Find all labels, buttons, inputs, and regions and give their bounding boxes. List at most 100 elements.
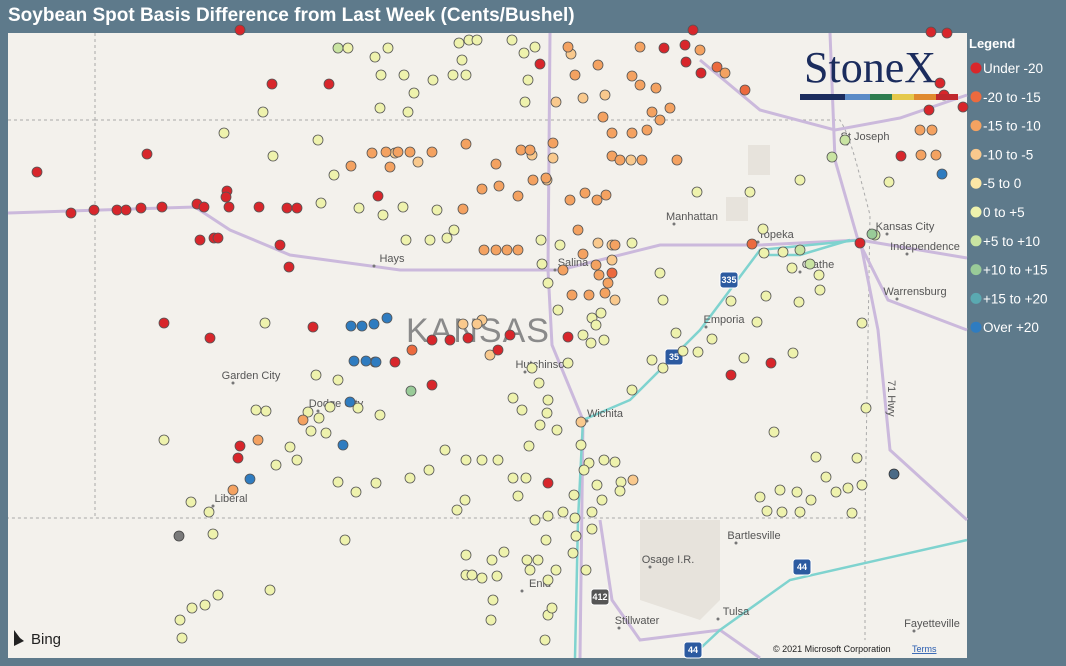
location-dot: [476, 572, 488, 584]
location-dot: [492, 454, 504, 466]
location-dot: [599, 287, 611, 299]
location-dot: [328, 169, 340, 181]
roads: [7, 32, 969, 660]
location-dot: [490, 158, 502, 170]
location-dot: [507, 472, 519, 484]
location-dot: [586, 506, 598, 518]
location-dot: [609, 239, 621, 251]
location-dot: [671, 154, 683, 166]
location-dot: [471, 318, 483, 330]
location-dot: [626, 70, 638, 82]
location-dot: [460, 138, 472, 150]
brand-logo: StoneX: [800, 43, 958, 100]
location-dot: [606, 267, 618, 279]
location-dot: [569, 69, 581, 81]
bing-logo: Bing: [14, 630, 61, 648]
location-dot: [412, 156, 424, 168]
legend: Legend Under -20 -20 to -15 -15 to -10 -10 …: [969, 36, 1048, 335]
location-dot: [253, 201, 265, 213]
road: [7, 205, 968, 272]
terms-link[interactable]: Terms: [912, 644, 937, 654]
location-dot: [562, 357, 574, 369]
attribution-bg: [768, 640, 967, 658]
location-dot: [719, 67, 731, 79]
location-dot: [706, 333, 718, 345]
brand-bar: [892, 94, 914, 100]
location-dot: [493, 180, 505, 192]
legend-swatch: [970, 120, 982, 132]
city-label: Hutchinson: [515, 359, 570, 371]
location-dot: [302, 406, 314, 418]
location-dot: [941, 27, 953, 39]
location-dot: [491, 570, 503, 582]
chart-title: Soybean Spot Basis Difference from Last …: [8, 5, 575, 26]
location-dot: [547, 137, 559, 149]
location-dot: [439, 444, 451, 456]
location-dot: [176, 632, 188, 644]
city-label: Osage I.R.: [642, 554, 695, 566]
location-dot: [814, 284, 826, 296]
highway-number: 35: [669, 352, 679, 362]
location-dot: [523, 440, 535, 452]
location-dot: [567, 547, 579, 559]
location-dot: [842, 482, 854, 494]
location-dot: [204, 332, 216, 344]
location-dot: [540, 534, 552, 546]
location-dot: [757, 223, 769, 235]
location-dot: [264, 584, 276, 596]
location-dot: [250, 404, 262, 416]
location-dot: [507, 392, 519, 404]
legend-swatch: [970, 321, 982, 333]
location-dot: [758, 247, 770, 259]
location-dot: [826, 151, 838, 163]
brand-bar: [845, 94, 870, 100]
location-dot: [542, 574, 554, 586]
city-label: Manhattan: [666, 211, 718, 223]
location-dot: [524, 144, 536, 156]
location-dot: [591, 194, 603, 206]
location-dot: [353, 202, 365, 214]
city-label: Liberal: [214, 493, 247, 505]
location-dot: [312, 134, 324, 146]
location-dot: [460, 69, 472, 81]
location-dot: [492, 344, 504, 356]
legend-label: -15 to -10: [983, 119, 1041, 134]
location-dot: [478, 244, 490, 256]
location-dot: [768, 426, 780, 438]
road: [546, 32, 585, 659]
location-dot: [754, 491, 766, 503]
interstate: [689, 538, 968, 659]
location-dot: [400, 234, 412, 246]
location-dot: [291, 202, 303, 214]
location-dot: [626, 127, 638, 139]
location-dot: [315, 197, 327, 209]
location-dot: [402, 106, 414, 118]
brand-bar: [800, 94, 845, 100]
location-dot: [677, 345, 689, 357]
location-dot: [562, 41, 574, 53]
location-dot: [597, 111, 609, 123]
location-dot: [586, 523, 598, 535]
location-dot: [426, 334, 438, 346]
location-dot: [227, 484, 239, 496]
road: [858, 239, 969, 522]
legend-label: Over +20: [983, 320, 1039, 335]
location-dot: [234, 24, 246, 36]
location-dot: [404, 472, 416, 484]
location-dot: [680, 56, 692, 68]
location-dot: [232, 452, 244, 464]
location-dot: [926, 124, 938, 136]
location-dot: [542, 510, 554, 522]
land-area: [640, 520, 720, 620]
location-dot: [654, 114, 666, 126]
location-dot: [551, 424, 563, 436]
location-dot: [519, 96, 531, 108]
location-dot: [404, 146, 416, 158]
location-dot: [267, 150, 279, 162]
location-dot: [377, 209, 389, 221]
legend-label: 0 to +5: [983, 205, 1025, 220]
city-dot: [798, 270, 802, 274]
city-label: Independence: [890, 241, 960, 253]
location-dot: [641, 124, 653, 136]
